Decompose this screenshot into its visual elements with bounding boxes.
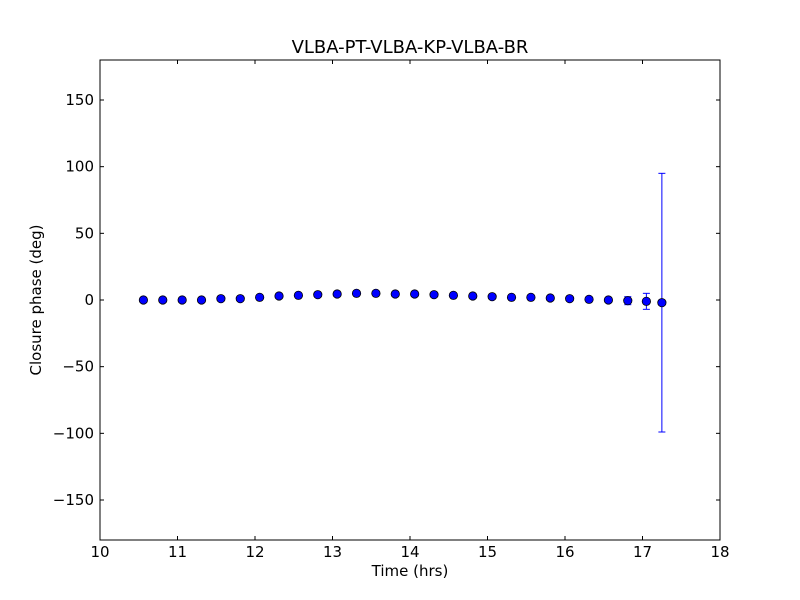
data-points [138, 288, 667, 308]
x-tick-label: 17 [633, 543, 652, 561]
x-tick-label: 12 [245, 543, 264, 561]
data-point [526, 292, 536, 302]
y-axis: −150 −100 −50 0 50 100 150 [53, 91, 720, 509]
data-point [565, 294, 575, 304]
data-point [545, 293, 555, 303]
data-point [138, 295, 148, 305]
data-point [603, 295, 614, 305]
x-tick-label: 13 [323, 543, 342, 561]
y-tick-label: 150 [65, 91, 94, 109]
data-point [584, 294, 594, 304]
y-tick-label: 100 [65, 158, 94, 176]
y-tick-label: 0 [84, 291, 94, 309]
data-point [506, 292, 517, 302]
y-tick-label: −100 [53, 424, 94, 442]
x-axis-label: Time (hrs) [371, 562, 449, 580]
data-point [623, 296, 633, 306]
data-point [332, 289, 342, 299]
data-point [158, 295, 168, 305]
x-axis: 10 11 12 13 14 15 16 17 18 [90, 60, 730, 561]
data-point [255, 292, 265, 302]
data-point [468, 291, 478, 301]
chart-title: VLBA-PT-VLBA-KP-VLBA-BR [292, 37, 529, 58]
y-tick-label: −150 [53, 491, 94, 509]
data-point [274, 291, 284, 301]
data-point [448, 290, 458, 300]
data-point [390, 289, 400, 299]
data-point [177, 295, 187, 305]
x-tick-label: 14 [400, 543, 419, 561]
y-tick-label: −50 [62, 358, 94, 376]
data-point [313, 290, 323, 300]
data-point [293, 290, 303, 300]
data-point [351, 288, 362, 298]
y-tick-label: 50 [75, 224, 94, 242]
data-point [410, 289, 420, 299]
data-point [371, 288, 381, 298]
x-tick-label: 10 [90, 543, 109, 561]
y-axis-label: Closure phase (deg) [27, 225, 45, 376]
x-tick-label: 16 [555, 543, 574, 561]
data-point [196, 295, 207, 305]
data-point [429, 290, 439, 300]
data-point [487, 292, 497, 302]
x-tick-label: 15 [478, 543, 497, 561]
x-tick-label: 18 [710, 543, 729, 561]
data-point [235, 294, 245, 304]
data-point [216, 294, 226, 304]
plot-area [138, 172, 667, 433]
x-tick-label: 11 [168, 543, 187, 561]
data-point [657, 298, 667, 308]
data-point [641, 296, 651, 306]
